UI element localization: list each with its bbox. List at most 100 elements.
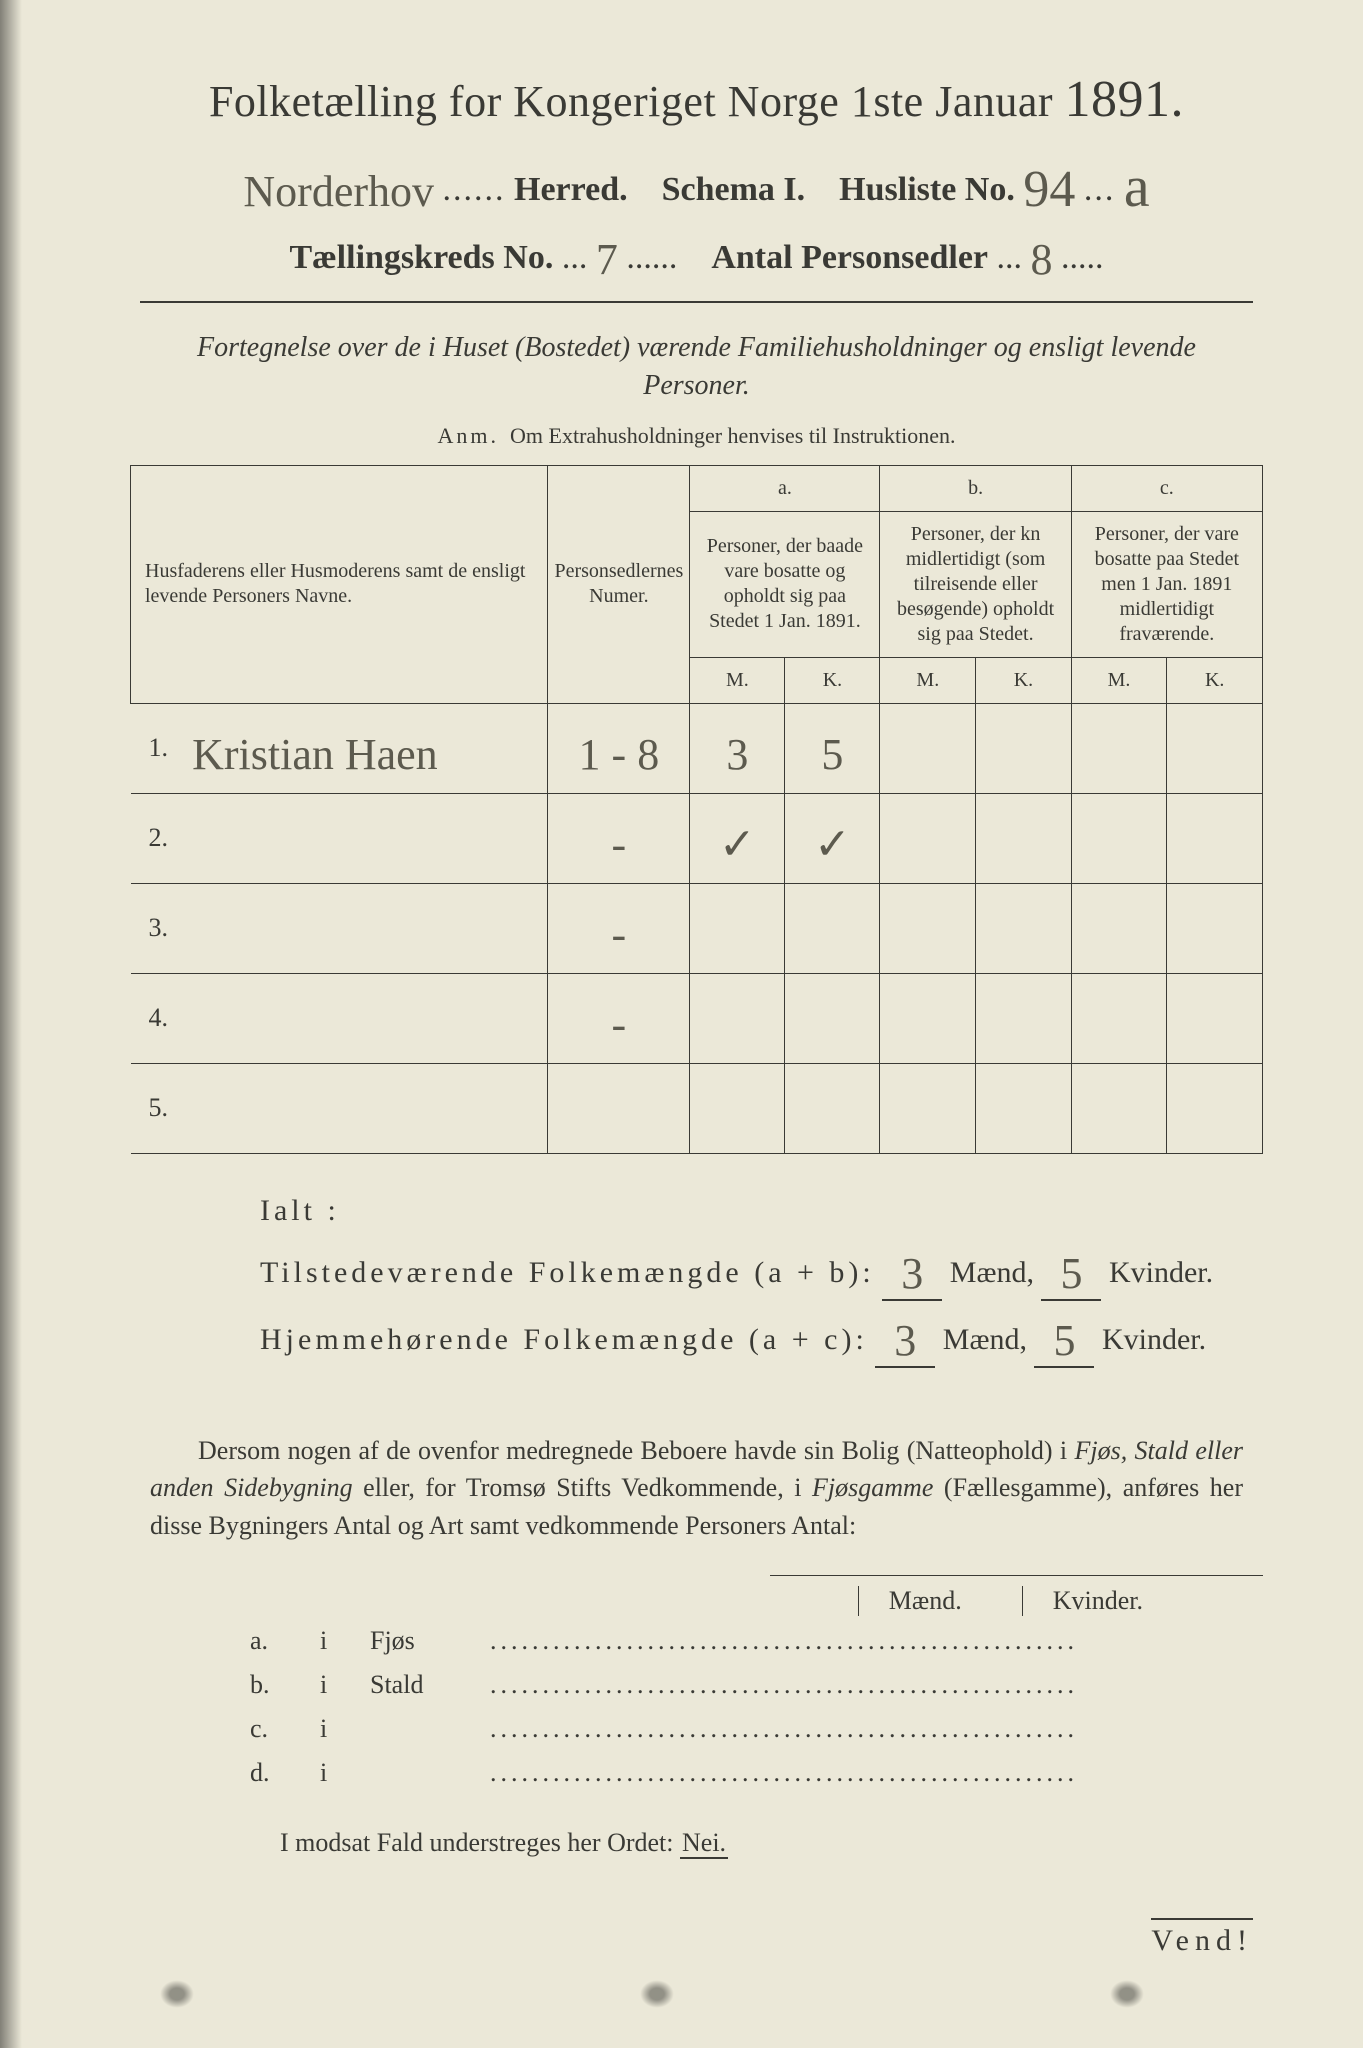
abcd-row: d.i.....................................… <box>250 1758 1223 1788</box>
c-k-cell <box>1167 973 1263 1063</box>
husliste-no-hw: 94 <box>1023 160 1075 219</box>
b-k: K. <box>976 657 1072 703</box>
abcd-i: i <box>320 1626 370 1656</box>
c-m-cell <box>1071 1063 1167 1153</box>
col-c-letter: c. <box>1071 465 1262 511</box>
schema-label: Schema I. <box>662 171 806 208</box>
b-k-cell <box>976 793 1072 883</box>
punch-hole <box>160 1980 194 2008</box>
abcd-dots: ........................................… <box>490 1758 1223 1788</box>
abcd-i: i <box>320 1714 370 1744</box>
b-m-cell <box>880 1063 976 1153</box>
c-k-cell <box>1167 793 1263 883</box>
row-number: 4. <box>131 973 187 1063</box>
a-m: M. <box>690 657 785 703</box>
row-number: 1. <box>131 703 187 793</box>
col-a-header: Personer, der baade vare bosatte og opho… <box>690 511 880 657</box>
abcd-word: Fjøs <box>370 1626 490 1656</box>
tilstede-m-hw: 3 <box>882 1248 942 1301</box>
para-t1: Dersom nogen af de ovenfor medregnede Be… <box>198 1436 1074 1465</box>
abcd-i: i <box>320 1758 370 1788</box>
dots: ... <box>562 239 588 276</box>
husliste-label: Husliste No. <box>839 171 1015 208</box>
name-cell <box>186 883 548 973</box>
a-m-cell <box>690 1063 785 1153</box>
abcd-dots: ........................................… <box>490 1714 1223 1744</box>
name-cell <box>186 1063 548 1153</box>
b-k-cell <box>976 883 1072 973</box>
col-b-letter: b. <box>880 465 1071 511</box>
b-k-cell <box>976 1063 1072 1153</box>
binding-shadow <box>0 0 22 2048</box>
dots: ... <box>1084 171 1116 208</box>
hjemme-k-hw: 5 <box>1034 1315 1094 1368</box>
tilstede-k-hw: 5 <box>1041 1248 1101 1301</box>
punch-hole <box>1110 1980 1144 2008</box>
title-prefix: Folketælling for Kongeriget Norge 1ste J… <box>209 77 1053 126</box>
b-m: M. <box>880 657 976 703</box>
herred-label: Herred. <box>514 171 628 208</box>
table-row: 5. <box>131 1063 1263 1153</box>
abcd-dots: ........................................… <box>490 1670 1223 1700</box>
num-cell: - <box>548 973 690 1063</box>
col-a-letter: a. <box>690 465 880 511</box>
divider-line <box>140 301 1253 303</box>
col-c-header: Personer, der vare bosatte paa Stedet me… <box>1071 511 1262 657</box>
a-m-cell: 3 <box>690 703 785 793</box>
c-m-cell <box>1071 883 1167 973</box>
anm-text: Om Extrahusholdninger henvises til Instr… <box>510 423 955 448</box>
tilstede-label: Tilstedeværende Folkemængde (a + b): <box>260 1256 875 1289</box>
ialt-block: Ialt : Tilstedeværende Folkemængde (a + … <box>260 1194 1263 1362</box>
hjemme-m-hw: 3 <box>875 1315 935 1368</box>
abcd-label: b. <box>250 1670 320 1700</box>
table-body: 1.Kristian Haen1 - 8352.-✓✓3.-4.-5. <box>131 703 1263 1153</box>
b-m-cell <box>880 703 976 793</box>
name-cell: Kristian Haen <box>186 703 548 793</box>
c-m-cell <box>1071 973 1167 1063</box>
b-k-cell <box>976 703 1072 793</box>
b-k-cell <box>976 973 1072 1063</box>
anm-line: Anm. Om Extrahusholdninger henvises til … <box>130 423 1263 449</box>
a-k-cell <box>785 883 880 973</box>
num-cell: 1 - 8 <box>548 703 690 793</box>
a-k-cell: ✓ <box>785 793 880 883</box>
b-m-cell <box>880 793 976 883</box>
col-b-header: Personer, der kn midlertidigt (som tilre… <box>880 511 1071 657</box>
a-k-cell <box>785 973 880 1063</box>
bolig-paragraph: Dersom nogen af de ovenfor medregnede Be… <box>150 1432 1243 1545</box>
row-number: 2. <box>131 793 187 883</box>
para-i2: Fjøsgamme <box>812 1473 933 1502</box>
row-number: 5. <box>131 1063 187 1153</box>
c-k-cell <box>1167 1063 1263 1153</box>
dots: ... <box>997 239 1023 276</box>
anm-label: Anm. <box>438 423 500 448</box>
table-row: 4. - <box>131 973 1263 1063</box>
abcd-label: a. <box>250 1626 320 1656</box>
title-year: 1891. <box>1065 71 1185 128</box>
c-m-cell <box>1071 793 1167 883</box>
personsedler-label: Antal Personsedler <box>711 239 988 276</box>
abcd-i: i <box>320 1670 370 1700</box>
household-table: Husfaderens eller Husmoderens samt de en… <box>130 465 1263 1154</box>
a-m-cell <box>690 973 785 1063</box>
a-k-cell: 5 <box>785 703 880 793</box>
a-k: K. <box>785 657 880 703</box>
abcd-word: Stald <box>370 1670 490 1700</box>
modsat-line: I modsat Fald understreges her Ordet: Ne… <box>280 1828 1263 1858</box>
personsedler-hw: 8 <box>1031 234 1053 285</box>
abcd-label: c. <box>250 1714 320 1744</box>
kreds-label: Tællingskreds No. <box>289 239 553 276</box>
abcd-row: b.iStald................................… <box>250 1670 1223 1700</box>
kvinder-label: Kvinder. <box>1102 1323 1206 1356</box>
hjemme-label: Hjemmehørende Folkemængde (a + c): <box>260 1323 868 1356</box>
abcd-list: a.iFjøs.................................… <box>250 1626 1223 1788</box>
a-k-cell <box>785 1063 880 1153</box>
modsat-prefix: I modsat Fald understreges her Ordet: <box>280 1828 674 1857</box>
table-row: 1.Kristian Haen1 - 835 <box>131 703 1263 793</box>
title-line: Folketælling for Kongeriget Norge 1ste J… <box>130 70 1263 129</box>
num-cell: - <box>548 793 690 883</box>
c-k-cell <box>1167 703 1263 793</box>
form-subtitle: Fortegnelse over de i Huset (Bostedet) v… <box>190 329 1203 405</box>
punch-hole <box>640 1980 674 2008</box>
c-m-cell <box>1071 703 1167 793</box>
